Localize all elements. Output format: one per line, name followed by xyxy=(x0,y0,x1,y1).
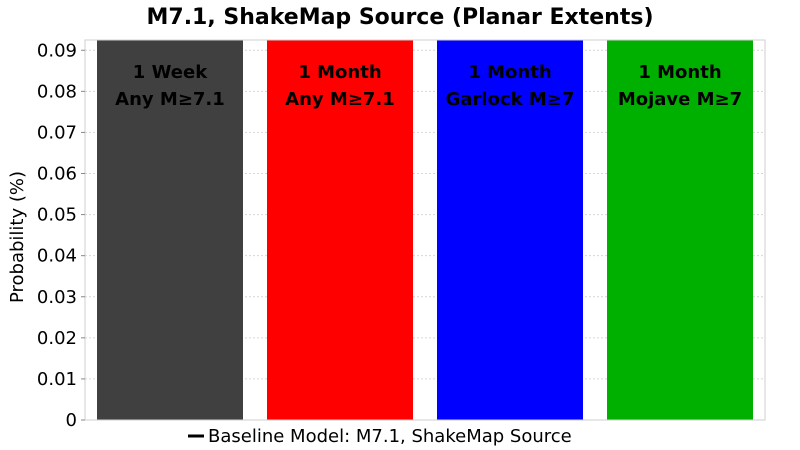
plot-frame xyxy=(84,39,766,421)
bar-category-label: Mojave M≥7 xyxy=(618,89,742,110)
bar-category-label: 1 Month xyxy=(468,62,551,83)
bars xyxy=(97,40,753,420)
y-tick-label: 0.06 xyxy=(37,164,77,185)
y-tick-label: 0.08 xyxy=(37,81,77,102)
y-tick-label: 0 xyxy=(66,410,77,431)
y-axis-label: Probability (%) xyxy=(7,171,28,303)
bar-category-label: Any M≥7.1 xyxy=(285,89,395,110)
bar-category-label: Any M≥7.1 xyxy=(115,89,225,110)
y-tick-label: 0.04 xyxy=(37,246,77,267)
bar-category-label: 1 Month xyxy=(638,62,721,83)
y-tick-label: 0.01 xyxy=(37,369,77,390)
y-axis-ticks: 0 0.01 0.02 0.03 0.04 0.05 0.06 0.07 0.08 0.09 xyxy=(37,40,85,431)
chart-title: M7.1, ShakeMap Source (Planar Extents) xyxy=(147,5,654,30)
y-tick-label: 0.03 xyxy=(37,287,77,308)
y-tick-label: 0.09 xyxy=(37,40,77,61)
bar-labels: 1 Week Any M≥7.1 1 Month Any M≥7.1 1 Month Ga… xyxy=(115,62,742,110)
bar-category-label: 1 Week xyxy=(133,62,208,83)
y-tick-label: 0.07 xyxy=(37,122,77,143)
bar xyxy=(267,40,413,420)
legend-label: Baseline Model: M7.1, ShakeMap Source xyxy=(208,426,572,447)
bar-category-label: Garlock M≥7 xyxy=(446,89,575,110)
y-tick-label: 0.05 xyxy=(37,205,77,226)
legend: Baseline Model: M7.1, ShakeMap Source xyxy=(188,426,572,447)
bar xyxy=(607,40,753,420)
bar-category-label: 1 Month xyxy=(298,62,381,83)
bar xyxy=(437,40,583,420)
y-tick-label: 0.02 xyxy=(37,328,77,349)
bar xyxy=(97,40,243,420)
